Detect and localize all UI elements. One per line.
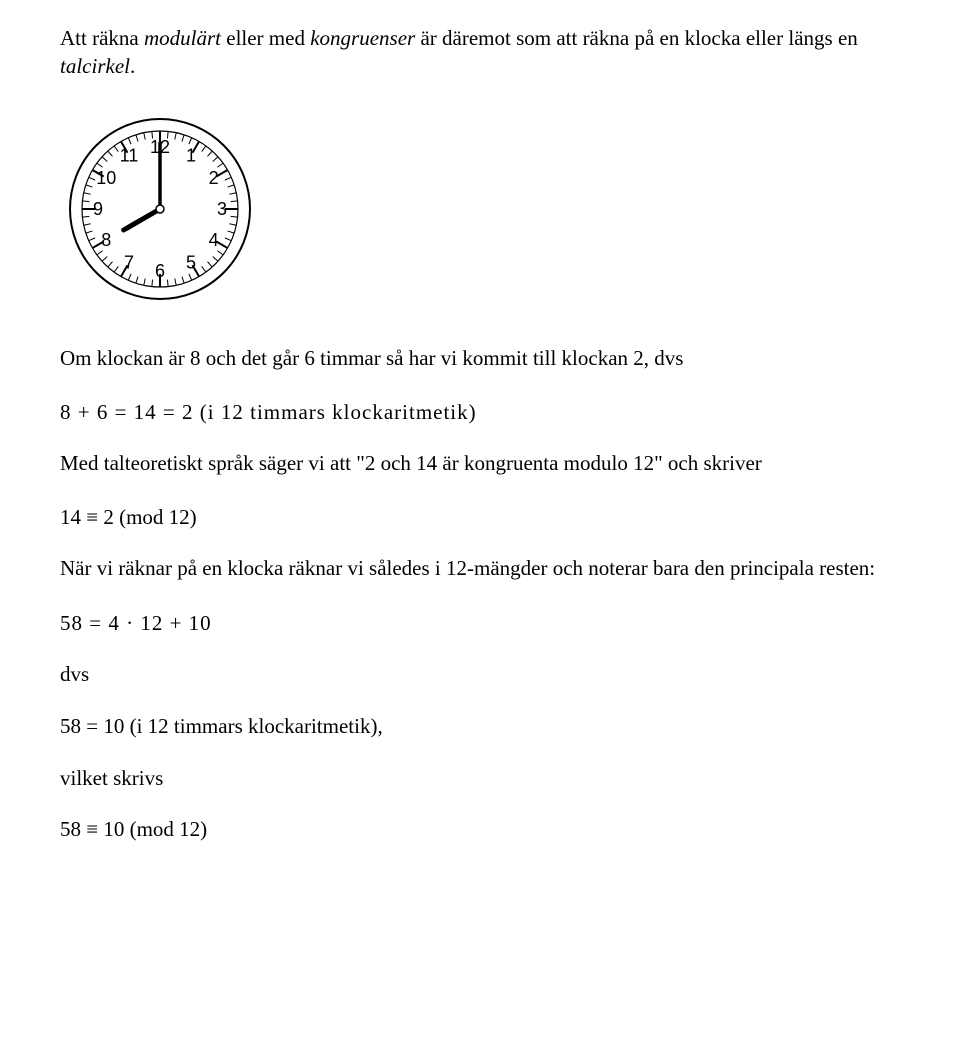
text: . xyxy=(130,54,135,78)
text: är däremot som att räkna på en klocka el… xyxy=(415,26,858,50)
em-modulart: modulärt xyxy=(144,26,221,50)
equation-1: 8 + 6 = 14 = 2 (i 12 timmars klockaritme… xyxy=(60,400,900,425)
svg-text:6: 6 xyxy=(155,261,165,281)
svg-text:10: 10 xyxy=(96,168,116,188)
equation-2: 14 ≡ 2 (mod 12) xyxy=(60,505,900,530)
svg-text:3: 3 xyxy=(217,199,227,219)
svg-text:9: 9 xyxy=(93,199,103,219)
em-kongruenser: kongruenser xyxy=(310,26,415,50)
text: Att räkna xyxy=(60,26,144,50)
document-page: Att räkna modulärt eller med kongruenser… xyxy=(0,0,960,906)
equation-4: 58 ≡ 10 (mod 12) xyxy=(60,817,900,842)
svg-text:2: 2 xyxy=(209,168,219,188)
svg-text:11: 11 xyxy=(120,145,139,165)
em-talcirkel: talcirkel xyxy=(60,54,130,78)
clock-figure: 121234567891011 xyxy=(60,109,900,314)
paragraph-2: Om klockan är 8 och det går 6 timmar så … xyxy=(60,344,900,372)
dvs-label: dvs xyxy=(60,660,900,688)
intro-paragraph: Att räkna modulärt eller med kongruenser… xyxy=(60,24,900,81)
paragraph-3: Med talteoretiskt språk säger vi att "2 … xyxy=(60,449,900,477)
svg-text:5: 5 xyxy=(186,252,196,272)
text: eller med xyxy=(221,26,310,50)
paragraph-5: 58 = 10 (i 12 timmars klockaritmetik), xyxy=(60,712,900,740)
paragraph-6: vilket skrivs xyxy=(60,764,900,792)
svg-text:7: 7 xyxy=(124,252,134,272)
paragraph-4: När vi räknar på en klocka räknar vi sål… xyxy=(60,554,900,582)
equation-3: 58 = 4 · 12 + 10 xyxy=(60,611,900,636)
svg-text:8: 8 xyxy=(101,230,111,250)
clock-svg: 121234567891011 xyxy=(60,109,260,309)
svg-text:4: 4 xyxy=(209,230,219,250)
svg-text:1: 1 xyxy=(186,145,196,165)
